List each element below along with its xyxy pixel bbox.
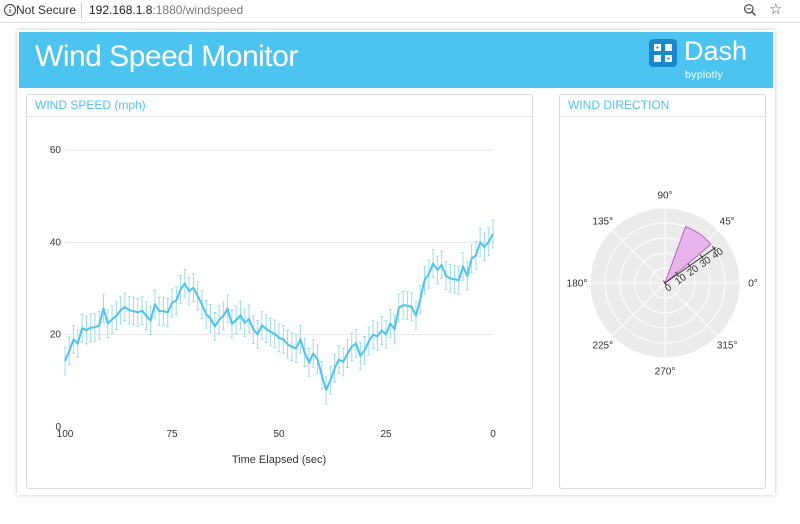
angular-tick-label: 315° — [717, 341, 738, 352]
radial-axis-line — [664, 247, 717, 284]
wind-speed-panel: WIND SPEED (mph) 0 20 40 60 100 75 50 25 0 Time E… — [26, 94, 533, 489]
header-banner: Wind Speed Monitor Dash byplotly — [19, 32, 773, 88]
zoom-icon[interactable] — [743, 3, 757, 17]
angular-tick-label: 270° — [655, 367, 676, 378]
radial-tick — [687, 263, 692, 269]
dash-logo-icon — [649, 39, 677, 67]
panel-divider — [560, 116, 765, 117]
x-tick-label: 75 — [166, 429, 178, 440]
y-tick-label: 20 — [50, 330, 62, 341]
x-tick-label: 0 — [490, 429, 496, 440]
wind-direction-panel: WIND DIRECTION 0 10 20 30 40 0° 45° 90° 135° 180°… — [559, 94, 766, 489]
y-tick-label: 40 — [50, 237, 62, 248]
angular-tick-label: 225° — [592, 341, 613, 352]
angular-tick-label: 0° — [748, 279, 758, 290]
angular-tick-label: 135° — [592, 216, 613, 227]
radial-tick — [712, 245, 717, 252]
y-tick-label: 0 — [55, 422, 61, 433]
angular-tick-label: 90° — [657, 191, 672, 202]
radial-tick — [662, 280, 668, 286]
y-tick-label: 60 — [50, 145, 62, 156]
address-divider — [81, 3, 82, 18]
url-path: :1880/windspeed — [152, 3, 244, 17]
security-label[interactable]: Not Secure — [16, 3, 77, 17]
star-icon[interactable]: ☆ — [769, 1, 783, 18]
wind-speed-series-line — [64, 233, 494, 392]
wind-speed-title: WIND SPEED (mph) — [35, 98, 146, 112]
dash-logo-byline: byplotly — [685, 69, 724, 81]
x-tick-label: 50 — [273, 429, 285, 440]
page-title: Wind Speed Monitor — [35, 40, 298, 73]
angular-tick-label: 180° — [567, 279, 588, 290]
url-field[interactable]: 192.168.1.8:1880/windspeed — [89, 3, 243, 17]
angular-gridline — [611, 282, 666, 337]
url-host: 192.168.1.8 — [89, 3, 153, 17]
dash-logo[interactable]: Dash byplotly — [649, 36, 763, 83]
info-icon[interactable] — [3, 3, 17, 17]
dash-logo-word: Dash — [684, 36, 748, 66]
wind-speed-chart[interactable]: 0 20 40 60 100 75 50 25 0 Time Elapsed (sec) — [27, 95, 532, 488]
radial-tick — [699, 254, 704, 260]
x-axis-label: Time Elapsed (sec) — [232, 454, 326, 466]
wind-direction-sector — [663, 225, 712, 285]
panel-divider — [27, 116, 532, 117]
radial-tick-label: 0 — [663, 282, 674, 294]
browser-address-bar: Not Secure 192.168.1.8:1880/windspeed ☆ — [0, 0, 800, 23]
x-tick-label: 25 — [380, 429, 392, 440]
wind-direction-title: WIND DIRECTION — [568, 98, 670, 112]
angular-gridline — [611, 229, 666, 284]
x-tick-label: 100 — [57, 429, 74, 440]
angular-gridline — [664, 282, 719, 337]
radial-tick — [675, 271, 680, 278]
angular-tick-label: 45° — [720, 216, 735, 227]
